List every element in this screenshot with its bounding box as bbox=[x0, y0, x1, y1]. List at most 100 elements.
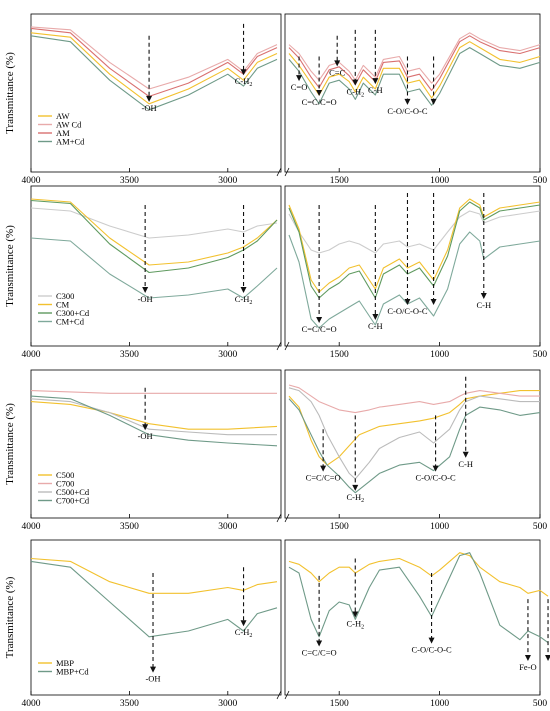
peak-arrowhead bbox=[146, 95, 153, 102]
series-line-left bbox=[30, 199, 278, 274]
axis-break-mark bbox=[276, 690, 282, 700]
peak-arrowhead bbox=[462, 451, 469, 458]
peak-arrowhead bbox=[240, 287, 247, 293]
peak-arrowhead bbox=[296, 75, 303, 82]
series-line-left bbox=[30, 401, 278, 430]
series-line-left bbox=[30, 398, 277, 436]
series-line-left bbox=[30, 32, 278, 105]
series-line-right bbox=[288, 198, 541, 293]
peak-arrowhead bbox=[240, 69, 247, 76]
axis-break-mark bbox=[284, 690, 290, 700]
legend-entry: C700 bbox=[56, 479, 74, 489]
peak-label: Fe-O bbox=[519, 662, 536, 672]
peak-arrowhead bbox=[352, 611, 359, 618]
series-line-right bbox=[288, 552, 549, 597]
series-line-right bbox=[288, 210, 541, 254]
x-tick-label: 1500 bbox=[330, 522, 349, 532]
series-line-left bbox=[30, 207, 278, 239]
x-tick-label: 1000 bbox=[430, 350, 449, 360]
series-line-left bbox=[30, 26, 278, 90]
plot-frame-right bbox=[284, 369, 541, 519]
peak-arrowhead bbox=[334, 60, 341, 67]
axis-break-mark bbox=[276, 167, 282, 177]
peak-label: C=C bbox=[329, 67, 345, 77]
peak-arrowhead bbox=[142, 287, 149, 293]
peak-label: C-H2 bbox=[235, 627, 253, 639]
peak-arrowhead bbox=[240, 620, 247, 627]
plot-frame-left bbox=[30, 539, 282, 696]
peak-label-subscript: 2 bbox=[249, 633, 252, 639]
peak-arrowhead bbox=[372, 314, 379, 320]
legend-entry: C300+Cd bbox=[56, 308, 90, 318]
peak-label-subscript: 2 bbox=[361, 93, 364, 99]
series-line-right bbox=[288, 387, 540, 480]
axis-break-mark bbox=[276, 341, 282, 351]
peak-arrowhead bbox=[432, 465, 439, 472]
ftir-panel-4: Transmittance (%) 4000 3500 3000 1500 1000 500… bbox=[4, 539, 550, 709]
series-line-right bbox=[288, 552, 549, 644]
peak-label-subscript: 2 bbox=[361, 625, 364, 631]
peak-label: C=C/C=O bbox=[302, 324, 337, 334]
x-tick-label: 1500 bbox=[330, 176, 349, 186]
x-tick-label: 1500 bbox=[330, 350, 349, 360]
legend-entry: C700+Cd bbox=[56, 496, 90, 506]
x-tick-label: 1500 bbox=[330, 699, 349, 709]
peak-label: C-O/C-O-C bbox=[387, 306, 427, 316]
peak-arrowhead bbox=[430, 98, 437, 105]
x-tick-label: 500 bbox=[533, 176, 548, 186]
peak-label-subscript: 2 bbox=[249, 300, 252, 306]
peak-arrowhead bbox=[352, 484, 359, 491]
x-tick-label: 3000 bbox=[218, 176, 237, 186]
series-line-left bbox=[30, 560, 278, 638]
peak-arrowhead bbox=[320, 465, 327, 472]
peak-label: C=C/C=O bbox=[302, 97, 337, 107]
series-line-right bbox=[288, 47, 541, 106]
plot-frame-left bbox=[30, 369, 282, 519]
peak-label: -OH bbox=[142, 103, 157, 113]
legend-entry: MBP+Cd bbox=[56, 667, 89, 677]
peak-label: C-O/C-O-C bbox=[411, 645, 451, 655]
series-line-left bbox=[30, 198, 278, 266]
peak-label: -OH bbox=[138, 294, 153, 304]
peak-arrowhead bbox=[142, 424, 149, 431]
peak-arrowhead bbox=[316, 317, 323, 323]
axis-break-mark bbox=[284, 167, 290, 177]
y-axis-label: Transmittance (%) bbox=[4, 403, 16, 485]
peak-label: C-O/C-O-C bbox=[416, 473, 456, 483]
peak-arrowhead bbox=[316, 640, 323, 647]
plot-frame-left bbox=[30, 13, 282, 173]
peak-label: C-H2 bbox=[346, 619, 364, 631]
x-tick-label: 4000 bbox=[22, 522, 41, 532]
axis-break-mark bbox=[284, 341, 290, 351]
legend-entry: AW bbox=[56, 111, 69, 121]
x-tick-label: 3000 bbox=[218, 699, 237, 709]
peak-label: C-H bbox=[476, 300, 491, 310]
series-line-left bbox=[30, 237, 278, 299]
plot-frame-left bbox=[30, 185, 282, 347]
x-tick-label: 3500 bbox=[120, 350, 139, 360]
series-line-left bbox=[30, 557, 278, 594]
peak-label: C-H bbox=[368, 321, 383, 331]
ftir-panel-1: Transmittance (%) 4000 3500 3000 1500 1000 500… bbox=[4, 13, 548, 186]
peak-label-subscript: 2 bbox=[249, 82, 252, 88]
series-line-right bbox=[288, 32, 541, 84]
x-tick-label: 4000 bbox=[22, 176, 41, 186]
peak-label: C-H2 bbox=[346, 87, 364, 99]
legend-entry: AM+Cd bbox=[56, 137, 85, 147]
series-line-left bbox=[30, 390, 277, 394]
x-tick-label: 3500 bbox=[120, 522, 139, 532]
peak-label: C=O bbox=[291, 82, 308, 92]
peak-arrowhead bbox=[545, 655, 550, 661]
peak-arrowhead bbox=[316, 89, 323, 96]
y-axis-label: Transmittance (%) bbox=[4, 225, 16, 307]
peak-arrowhead bbox=[404, 299, 411, 305]
peak-label: C=C/C=O bbox=[302, 648, 337, 658]
legend-entry: AM bbox=[56, 128, 70, 138]
peak-label: -OH bbox=[138, 431, 153, 441]
x-tick-label: 1000 bbox=[430, 699, 449, 709]
axis-break-mark bbox=[276, 513, 282, 523]
series-line-right bbox=[288, 201, 541, 299]
legend-entry: CM bbox=[56, 300, 70, 310]
peak-arrowhead bbox=[150, 666, 157, 673]
